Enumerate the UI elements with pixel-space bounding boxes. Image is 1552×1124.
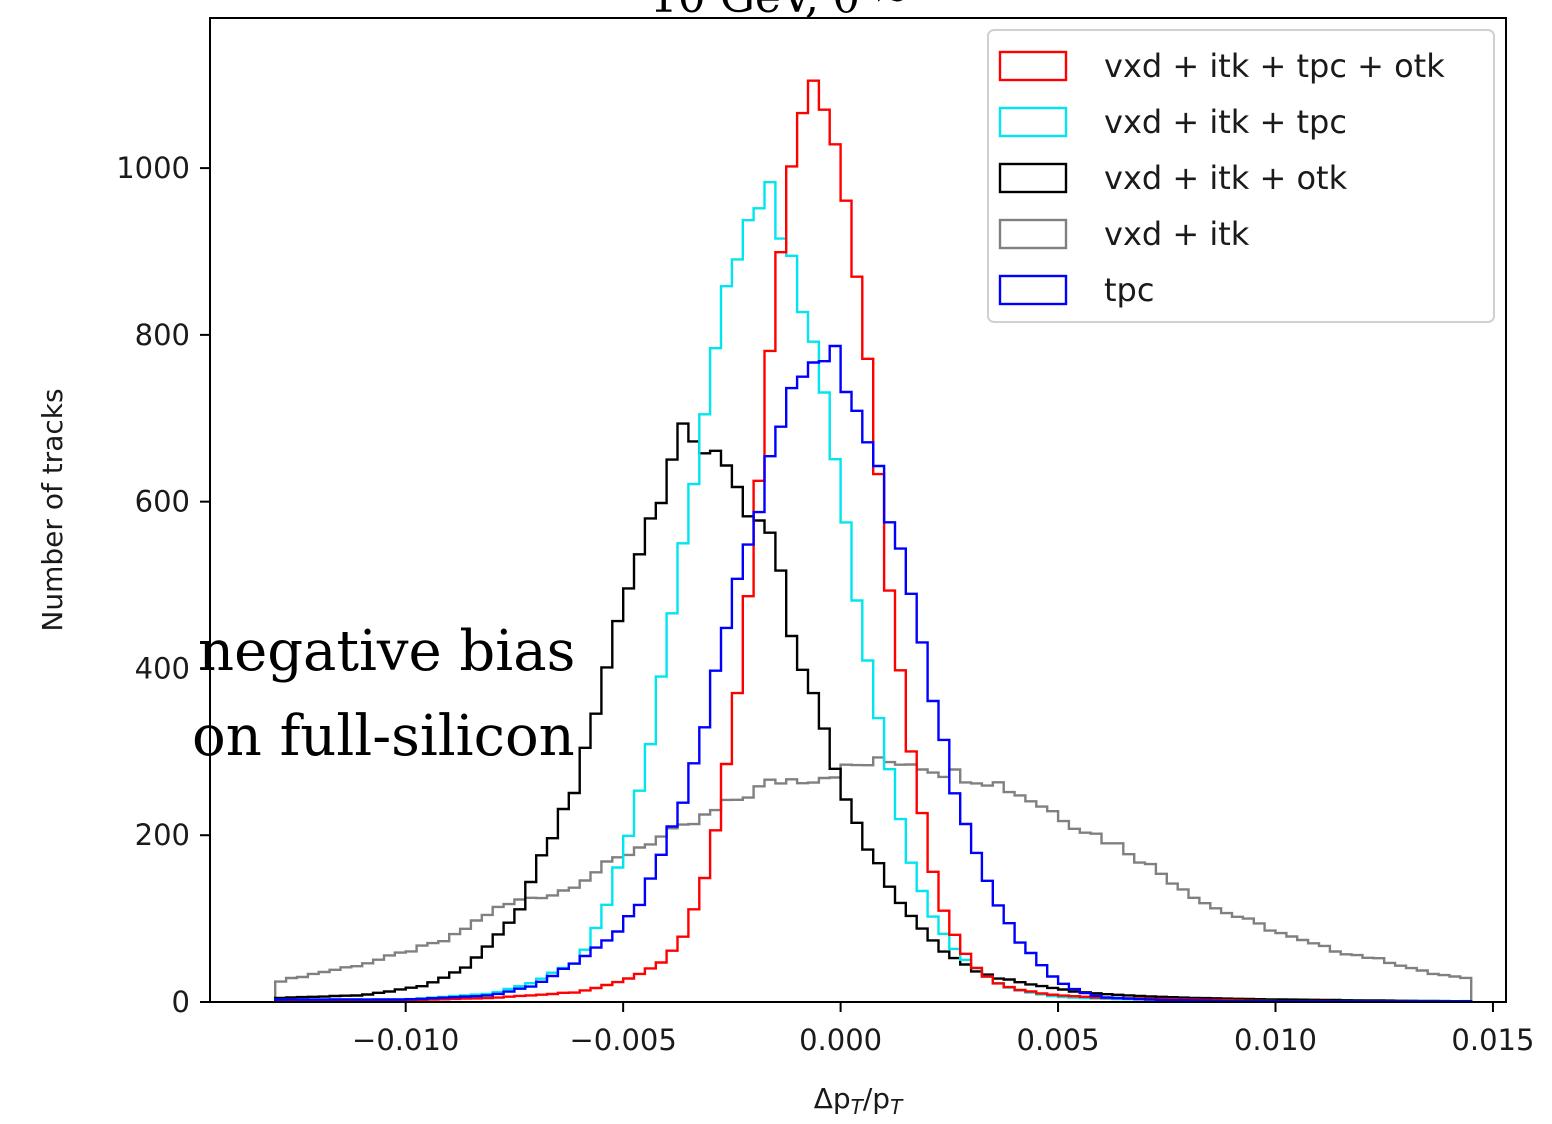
y-tick-label: 600 bbox=[135, 485, 190, 519]
histogram-line bbox=[274, 422, 1473, 1003]
histogram-line bbox=[274, 344, 1473, 1003]
chart-title: 10 GeV, θ ~ bbox=[650, 0, 911, 23]
histogram-line bbox=[274, 756, 1473, 1002]
legend-entry-label: vxd + itk + otk bbox=[1104, 159, 1348, 197]
x-axis: −0.010 −0.005 0.000 0.005 0.010 0.015 bbox=[352, 1002, 1534, 1057]
annotation-line-2: on full-silicon bbox=[192, 704, 575, 769]
x-tick-label: −0.010 bbox=[352, 1023, 459, 1057]
x-tick-label: 0.010 bbox=[1234, 1023, 1317, 1057]
x-tick-label: −0.005 bbox=[569, 1023, 676, 1057]
series-vxd-itk bbox=[274, 756, 1473, 1002]
legend-entry-label: tpc bbox=[1104, 271, 1154, 309]
annotation-line-1: negative bias bbox=[198, 619, 575, 684]
y-tick-label: 0 bbox=[172, 985, 190, 1019]
series-layer bbox=[274, 79, 1473, 1003]
legend-entry-label: vxd + itk + tpc + otk bbox=[1104, 47, 1445, 85]
legend-swatch bbox=[998, 106, 1068, 138]
y-tick-label: 400 bbox=[135, 651, 190, 685]
legend-swatch bbox=[998, 274, 1068, 306]
legend-swatch bbox=[998, 218, 1068, 250]
plot-frame bbox=[209, 17, 1507, 1003]
y-axis-label: Number of tracks bbox=[36, 388, 69, 631]
legend-entry-label: vxd + itk + tpc bbox=[1104, 103, 1347, 141]
x-tick-label: 0.015 bbox=[1451, 1023, 1534, 1057]
y-tick-label: 800 bbox=[135, 318, 190, 352]
series-tpc bbox=[274, 344, 1473, 1003]
legend-entry-label: vxd + itk bbox=[1104, 215, 1250, 253]
legend-box bbox=[987, 29, 1495, 323]
x-tick-label: 0.000 bbox=[799, 1023, 882, 1057]
legend-swatch bbox=[998, 50, 1068, 82]
legend-swatch bbox=[998, 162, 1068, 194]
x-axis-label: ΔpT/pT bbox=[814, 1082, 904, 1119]
x-tick-label: 0.005 bbox=[1017, 1023, 1100, 1057]
y-tick-label: 200 bbox=[135, 818, 190, 852]
legend: vxd + itk + tpc + otk vxd + itk + tpc vxd … bbox=[987, 29, 1495, 323]
y-tick-label: 1000 bbox=[116, 151, 190, 185]
series-vxd-itk-otk bbox=[274, 422, 1473, 1003]
y-axis: 0 200 400 600 800 1000 bbox=[116, 151, 210, 1019]
